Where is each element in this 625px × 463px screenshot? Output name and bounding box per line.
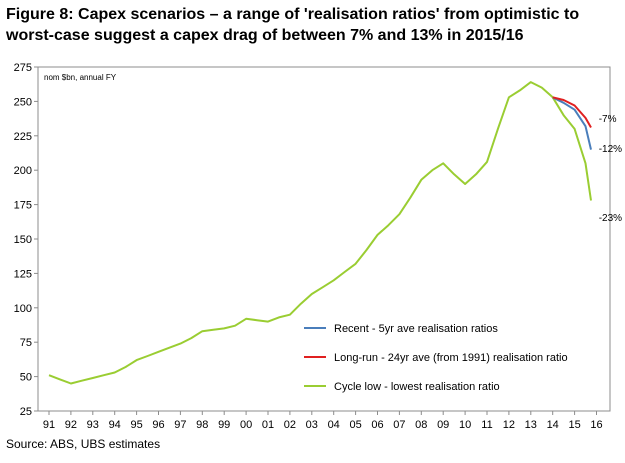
y-tick-label: 25	[20, 406, 32, 418]
x-tick-label: 14	[547, 419, 559, 431]
x-tick-label: 98	[196, 419, 208, 431]
y-tick-label: 75	[20, 337, 32, 349]
series-line-1	[48, 81, 592, 385]
x-tick-label: 04	[328, 419, 340, 431]
x-tick-label: 96	[152, 419, 164, 431]
x-tick-label: 03	[306, 419, 318, 431]
x-tick-label: 97	[174, 419, 186, 431]
x-tick-label: 08	[415, 419, 427, 431]
x-tick-label: 01	[262, 419, 274, 431]
y-tick-label: 250	[14, 96, 32, 108]
annotations: -7% -12% -23%	[599, 114, 622, 224]
x-tick-label: 95	[130, 419, 142, 431]
x-tick-label: 10	[459, 419, 471, 431]
x-tick-label: 00	[240, 419, 252, 431]
y-axis: 25 50 75 100 125 150 175 200 225 250 275	[14, 62, 38, 418]
x-tick-label: 99	[218, 419, 230, 431]
legend-label: Recent - 5yr ave realisation ratios	[334, 323, 498, 335]
x-tick-label: 92	[65, 419, 77, 431]
x-tick-label: 05	[349, 419, 361, 431]
y-tick-label: 275	[14, 62, 32, 74]
annotation-label: -7%	[599, 114, 617, 125]
legend-label: Long-run - 24yr ave (from 1991) realisat…	[334, 352, 568, 364]
x-tick-label: 16	[590, 419, 602, 431]
legend-label: Cycle low - lowest realisation ratio	[334, 381, 500, 393]
series-line-3	[552, 96, 592, 128]
x-tick-label: 02	[284, 419, 296, 431]
x-tick-label: 93	[87, 419, 99, 431]
y-tick-label: 175	[14, 200, 32, 212]
figure-title: Figure 8: Capex scenarios – a range of '…	[6, 6, 580, 44]
series-line-2	[552, 96, 592, 150]
x-tick-label: 07	[393, 419, 405, 431]
unit-note: nom $bn, annual FY	[44, 73, 117, 82]
y-tick-label: 125	[14, 268, 32, 280]
x-tick-label: 94	[109, 419, 121, 431]
x-tick-label: 13	[525, 419, 537, 431]
y-tick-label: 50	[20, 372, 32, 384]
annotation-label: -23%	[599, 213, 622, 224]
y-tick-label: 150	[14, 234, 32, 246]
x-tick-label: 91	[43, 419, 55, 431]
x-tick-label: 11	[481, 419, 492, 431]
y-tick-label: 200	[14, 165, 32, 177]
x-tick-label: 12	[503, 419, 515, 431]
source-note: Source: ABS, UBS estimates	[6, 437, 161, 451]
x-tick-label: 09	[437, 419, 449, 431]
annotation-label: -12%	[599, 144, 622, 155]
x-tick-label: 15	[568, 419, 580, 431]
x-tick-label: 06	[371, 419, 383, 431]
series-group	[48, 81, 592, 385]
x-axis: 91 92 93 94 95 96 97 98 99 00 01 02 03 04 05 06 07 08 09 10…	[43, 411, 603, 431]
legend: Recent - 5yr ave realisation ratios Long-…	[304, 323, 568, 393]
y-tick-label: 225	[14, 131, 32, 143]
y-tick-label: 100	[14, 303, 32, 315]
